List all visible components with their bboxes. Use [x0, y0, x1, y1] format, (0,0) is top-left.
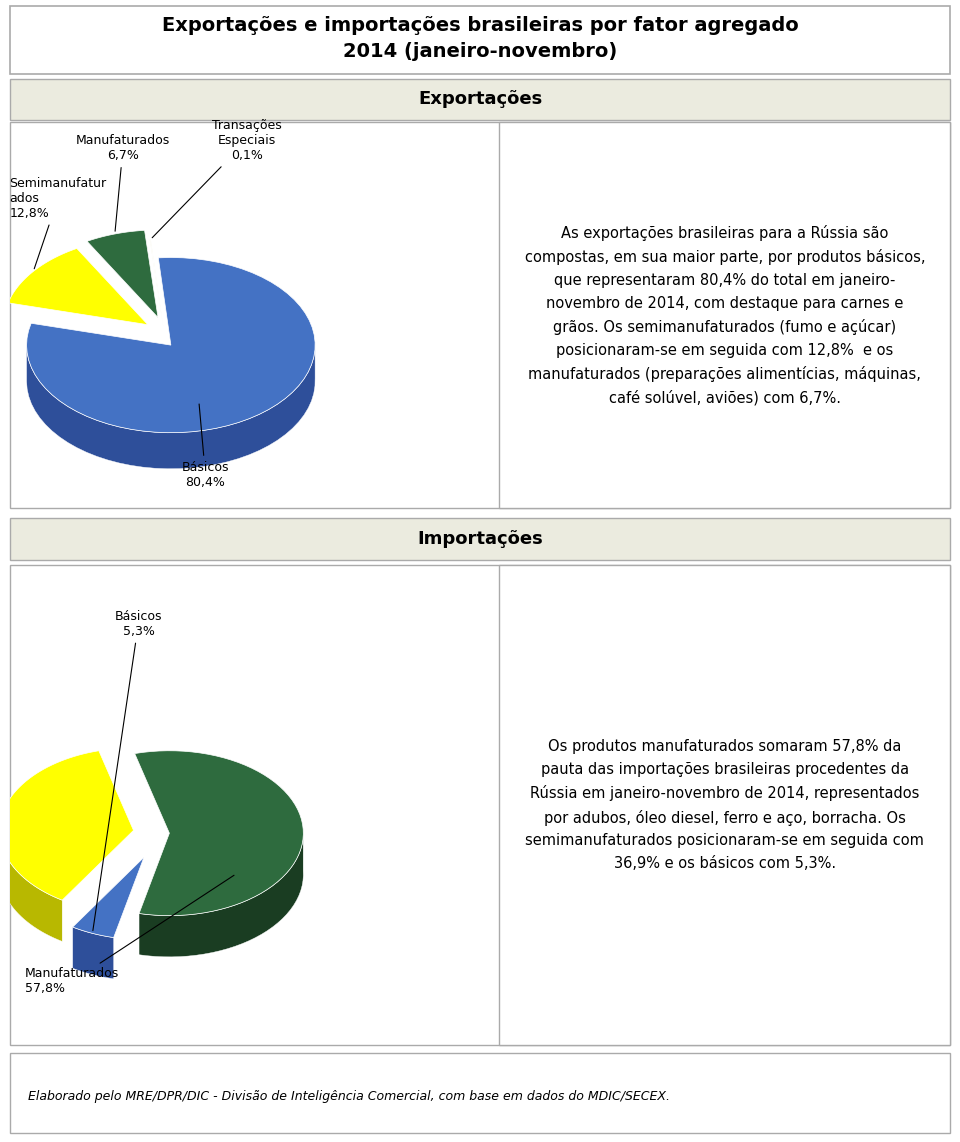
Text: Os produtos manufaturados somaram 57,8% da
pauta das importações brasileiras pro: Os produtos manufaturados somaram 57,8% … — [525, 739, 924, 871]
FancyBboxPatch shape — [499, 565, 950, 1045]
Polygon shape — [139, 829, 303, 957]
FancyBboxPatch shape — [499, 122, 950, 508]
Text: Exportações: Exportações — [418, 90, 542, 108]
Text: Manufaturados
6,7%: Manufaturados 6,7% — [76, 134, 170, 231]
Text: Básicos
80,4%: Básicos 80,4% — [181, 404, 229, 489]
Polygon shape — [27, 343, 315, 468]
FancyBboxPatch shape — [10, 565, 950, 1045]
Text: As exportações brasileiras para a Rússia são
compostas, em sua maior parte, por : As exportações brasileiras para a Rússia… — [524, 225, 925, 405]
FancyBboxPatch shape — [10, 6, 950, 74]
Polygon shape — [150, 240, 163, 327]
Polygon shape — [73, 858, 144, 938]
FancyBboxPatch shape — [10, 1053, 950, 1133]
Text: Exportações e importações brasileiras por fator agregado
2014 (janeiro-novembro): Exportações e importações brasileiras po… — [161, 16, 799, 62]
Polygon shape — [8, 249, 148, 324]
FancyBboxPatch shape — [10, 122, 950, 508]
Text: Manufaturados
57,8%: Manufaturados 57,8% — [25, 875, 234, 996]
Text: Básicos
5,3%: Básicos 5,3% — [93, 610, 162, 931]
Polygon shape — [134, 750, 303, 916]
Polygon shape — [87, 231, 158, 317]
FancyBboxPatch shape — [10, 518, 950, 560]
Polygon shape — [0, 750, 133, 900]
Text: Semimanufatur
ados
12,8%: Semimanufatur ados 12,8% — [10, 177, 107, 268]
Polygon shape — [0, 823, 62, 941]
Polygon shape — [73, 927, 113, 979]
FancyBboxPatch shape — [10, 79, 950, 120]
Text: Importações: Importações — [418, 530, 542, 548]
Text: Elaborado pelo MRE/DPR/DIC - Divisão de Inteligência Comercial, com base em dado: Elaborado pelo MRE/DPR/DIC - Divisão de … — [29, 1091, 670, 1103]
Text: Transações
Especiais
0,1%: Transações Especiais 0,1% — [153, 119, 281, 238]
Polygon shape — [27, 257, 315, 433]
